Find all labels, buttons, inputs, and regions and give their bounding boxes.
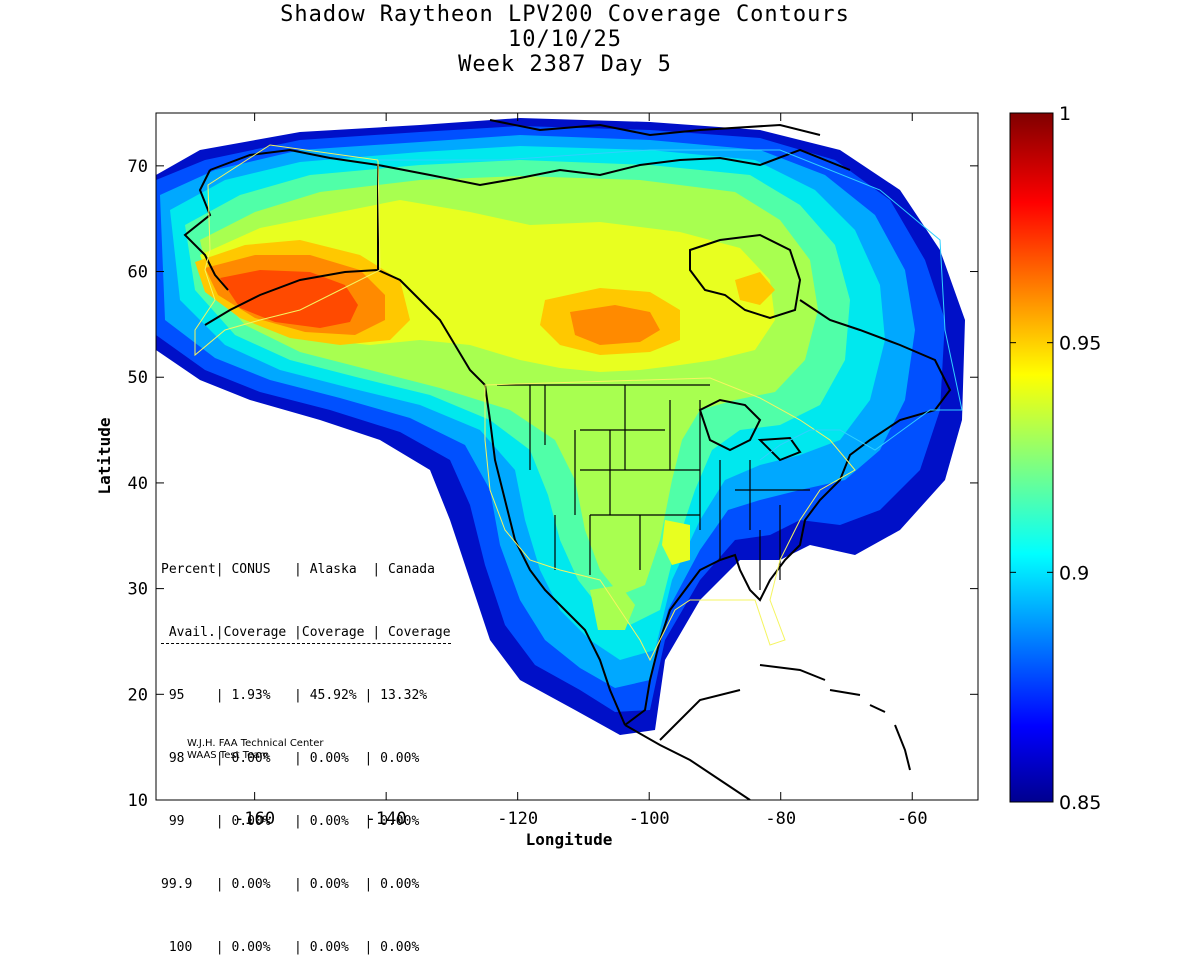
stats-row: 99.9 | 0.00% | 0.00% | 0.00% — [161, 874, 451, 895]
colorbar-tick-label: 0.9 — [1059, 562, 1089, 584]
credit-line-2: WAAS Test Team — [187, 750, 270, 761]
coastline-alaska — [183, 148, 456, 346]
state-borders — [497, 384, 810, 590]
great-lakes — [698, 398, 802, 462]
conus-boundary — [484, 377, 856, 662]
y-tick-label: 70 — [128, 157, 148, 177]
stats-row-text: 100 | 0.00% | 0.00% | 0.00% — [161, 940, 420, 955]
coastline-canada-north — [377, 119, 851, 187]
y-tick-label: 40 — [128, 474, 148, 494]
coastlines — [183, 119, 952, 800]
central-america — [624, 689, 751, 800]
credit-line-1: W.J.H. FAA Technical Center — [187, 738, 324, 749]
x-tick-label: -60 — [897, 809, 928, 829]
coastline-hudson-bay — [689, 233, 802, 320]
colorbar-tick-label: 0.85 — [1059, 792, 1101, 814]
stats-row-text: 98 | 0.00% | 0.00% | 0.00% — [161, 751, 420, 766]
y-tick-label: 50 — [128, 368, 148, 388]
colorbar — [1009, 112, 1054, 803]
y-tick-label: 20 — [128, 685, 148, 705]
service-boundaries — [194, 144, 856, 662]
caribbean-islands — [759, 664, 911, 771]
alaska-boundary — [194, 144, 381, 357]
x-axis-label: Longitude — [526, 830, 613, 849]
stats-row-text: 95 | 1.93% | 45.92% | 13.32% — [161, 688, 428, 703]
chart-date: 10/10/25 — [508, 27, 622, 52]
coastline-east — [624, 299, 952, 726]
map-figure: -160 -140 -120 -100 -80 -60 10 20 30 40 50 60 70 Lo… — [95, 103, 1101, 849]
coverage-stats-table: Percent| CONUS | Alaska | Canada Avail.|… — [161, 517, 451, 979]
stats-header-1: Percent| CONUS | Alaska | Canada — [161, 562, 435, 577]
y-tick-label: 60 — [128, 263, 148, 283]
colorbar-ticks: 1 0.95 0.9 0.85 — [1010, 103, 1101, 814]
colorbar-tick-label: 0.95 — [1059, 333, 1101, 355]
x-axis-ticks: -160 -140 -120 -100 -80 -60 — [234, 113, 928, 829]
stats-row: 99 | 0.00% | 0.00% | 0.00% — [161, 811, 451, 832]
credit-block: W.J.H. FAA Technical Center WAAS Test Te… — [187, 738, 323, 762]
stats-row-text: 99 | 0.00% | 0.00% | 0.00% — [161, 814, 420, 829]
coastline-west — [454, 344, 626, 726]
contour-gulf-patch — [662, 520, 690, 565]
y-tick-label: 30 — [128, 580, 148, 600]
stats-row: 95 | 1.93% | 45.92% | 13.32% — [161, 685, 451, 706]
x-tick-label: -100 — [629, 809, 670, 829]
y-axis-label: Latitude — [95, 417, 114, 494]
x-tick-label: -80 — [765, 809, 796, 829]
contour-mexico-patch — [590, 585, 635, 630]
contour-level-10 — [220, 270, 358, 328]
stats-header-2: Avail.|Coverage |Coverage | Coverage — [161, 622, 451, 644]
y-tick-label: 10 — [128, 791, 148, 811]
canada-boundary — [378, 149, 963, 461]
x-tick-label: -160 — [234, 809, 275, 829]
chart-title: Shadow Raytheon LPV200 Coverage Contours — [280, 2, 850, 27]
chart-week-day: Week 2387 Day 5 — [458, 52, 672, 77]
x-tick-label: -120 — [497, 809, 538, 829]
colorbar-tick-label: 1 — [1059, 103, 1071, 125]
plot-frame — [155, 112, 979, 801]
stats-row: 98 | 0.00% | 0.00% | 0.00% — [161, 748, 451, 769]
x-tick-label: -140 — [366, 809, 407, 829]
y-axis-ticks: 10 20 30 40 50 60 70 — [128, 157, 978, 811]
stats-row-text: 99.9 | 0.00% | 0.00% | 0.00% — [161, 877, 420, 892]
stats-row: 100 | 0.00% | 0.00% | 0.00% — [161, 937, 451, 958]
